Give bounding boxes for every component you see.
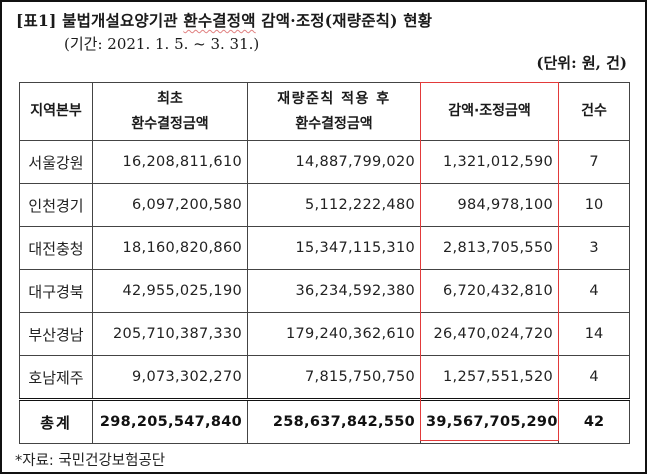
after-amount-cell: 179,240,362,610 [247,312,421,356]
region-cell: 대구경북 [19,269,93,313]
header-after-amount: 재량준칙 적용 후 환수결정금액 [247,82,421,141]
header-row: 지역본부 최초 환수결정금액 재량준칙 적용 후 환수결정금액 감액·조정금액 … [19,82,630,141]
unit-label: (단위: 원, 건) [536,54,627,72]
region-cell: 호남제주 [19,355,93,400]
total-after-amount: 258,637,842,550 [247,398,421,444]
reduction-amount-cell: 26,470,024,720 [420,312,559,356]
after-amount-cell: 7,815,750,750 [247,355,421,400]
region-cell: 대전충청 [19,226,93,270]
initial-amount-cell: 9,073,302,270 [92,355,248,400]
title-suffix: 감액·조정(재량준칙) 현황 [255,11,433,30]
initial-amount-cell: 6,097,200,580 [92,183,248,227]
reduction-amount-cell: 1,321,012,590 [420,140,559,184]
table-row: 대구경북 42,955,025,190 36,234,592,380 6,720… [19,269,630,313]
count-cell: 14 [558,312,630,356]
total-reduction-amount: 39,567,705,290 [420,398,559,444]
count-cell: 4 [558,355,630,400]
region-cell: 인천경기 [19,183,93,227]
refund-adjustment-table: 지역본부 최초 환수결정금액 재량준칙 적용 후 환수결정금액 감액·조정금액 … [19,82,630,444]
title-underlined-word: 환수결정액 [183,11,256,30]
title-prefix: [표1] 불법개설요양기관 [16,11,184,30]
period-label: (기간: 2021. 1. 5. ~ 3. 31.) [64,35,260,53]
region-cell: 부산경남 [19,312,93,356]
total-count: 42 [558,398,630,444]
reduction-amount-cell: 6,720,432,810 [420,269,559,313]
initial-amount-cell: 18,160,820,860 [92,226,248,270]
header-initial-amount: 최초 환수결정금액 [92,82,248,141]
count-cell: 3 [558,226,630,270]
after-amount-cell: 36,234,592,380 [247,269,421,313]
initial-amount-cell: 42,955,025,190 [92,269,248,313]
header-reduction-amount: 감액·조정금액 [420,82,559,141]
total-initial-amount: 298,205,547,840 [92,398,248,444]
header-initial-line1: 최초 [157,90,183,107]
table-row: 인천경기 6,097,200,580 5,112,222,480 984,978… [19,183,630,227]
reduction-amount-cell: 2,813,705,550 [420,226,559,270]
count-cell: 4 [558,269,630,313]
header-after-line1: 재량준칙 적용 후 [277,90,391,107]
table-row: 대전충청 18,160,820,860 15,347,115,310 2,813… [19,226,630,270]
table-row: 서울강원 16,208,811,610 14,887,799,020 1,321… [19,140,630,184]
total-row: 총계 298,205,547,840 258,637,842,550 39,56… [19,398,630,444]
initial-amount-cell: 16,208,811,610 [92,140,248,184]
total-label: 총계 [19,398,93,444]
source-note: *자료: 국민건강보험공단 [15,453,166,469]
header-initial-line2: 환수결정금액 [131,115,209,132]
count-cell: 7 [558,140,630,184]
reduction-amount-cell: 1,257,551,520 [420,355,559,400]
header-after-line2: 환수결정금액 [295,115,373,132]
after-amount-cell: 14,887,799,020 [247,140,421,184]
count-cell: 10 [558,183,630,227]
after-amount-cell: 5,112,222,480 [247,183,421,227]
region-cell: 서울강원 [19,140,93,184]
table-row: 호남제주 9,073,302,270 7,815,750,750 1,257,5… [19,355,630,400]
table-row: 부산경남 205,710,387,330 179,240,362,610 26,… [19,312,630,356]
header-region: 지역본부 [19,82,93,141]
after-amount-cell: 15,347,115,310 [247,226,421,270]
table-title: [표1] 불법개설요양기관 환수결정액 감액·조정(재량준칙) 현황 [16,9,432,31]
header-count: 건수 [558,82,630,141]
reduction-amount-cell: 984,978,100 [420,183,559,227]
initial-amount-cell: 205,710,387,330 [92,312,248,356]
